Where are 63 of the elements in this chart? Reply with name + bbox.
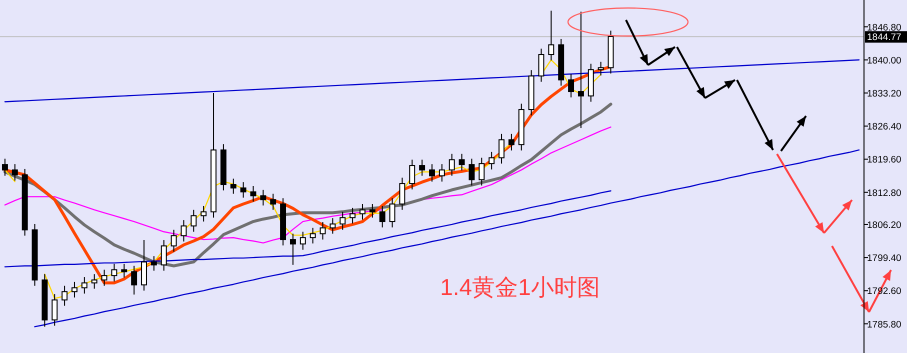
line-series <box>4 190 612 268</box>
candlestick <box>330 218 336 234</box>
candlestick <box>548 10 554 61</box>
candlestick <box>200 205 207 222</box>
candlestick <box>360 204 366 220</box>
candlestick <box>429 164 435 182</box>
y-tick-label: 1785.80 <box>867 319 902 330</box>
candlestick <box>190 209 197 232</box>
candlestick <box>379 205 386 228</box>
candlestick <box>81 276 88 294</box>
candlestick <box>478 157 485 186</box>
candlestick <box>290 233 296 266</box>
candlestick <box>399 177 406 210</box>
candlestick <box>310 227 316 244</box>
candlestick <box>419 159 426 176</box>
candlestick <box>508 133 514 151</box>
candlestick <box>121 263 128 278</box>
candlestick <box>141 240 147 292</box>
candlestick <box>111 263 118 282</box>
line-series <box>34 149 860 328</box>
y-tick-label: 1826.40 <box>867 122 902 133</box>
candlestick <box>320 222 326 240</box>
y-tick-label: 1840.00 <box>867 55 902 66</box>
candlestick <box>160 240 167 272</box>
candlestick <box>12 164 18 182</box>
candlestick <box>180 220 187 242</box>
candlestick <box>62 285 68 306</box>
candlestick <box>468 158 475 186</box>
candlestick <box>240 182 246 198</box>
candlestick <box>131 265 138 296</box>
candlestick <box>170 229 177 252</box>
candlestick <box>498 133 504 164</box>
candlestick <box>409 159 416 190</box>
candlestick <box>270 193 276 210</box>
candlestick <box>578 11 584 129</box>
candlestick <box>91 274 98 290</box>
candlestick <box>458 153 465 171</box>
candlestick <box>340 211 346 230</box>
candlestick <box>568 74 574 98</box>
annotation: 1.4黄金1小时图 <box>440 274 600 300</box>
y-tick-label: 1812.80 <box>867 188 902 199</box>
y-tick-label: 1799.40 <box>867 253 902 264</box>
candlestick <box>52 294 58 326</box>
candlestick <box>448 153 455 176</box>
ref-line-label: 1844.77 <box>867 32 902 44</box>
candlestick <box>150 256 157 272</box>
candlestick <box>101 269 108 286</box>
candlestick <box>2 158 8 176</box>
candlestick <box>389 198 396 228</box>
candlestick <box>488 151 495 170</box>
candlestick <box>300 231 306 250</box>
candlestick <box>350 207 356 224</box>
candlestick <box>369 204 376 218</box>
candlestick <box>538 48 544 82</box>
candlestick <box>438 164 445 182</box>
candlestick <box>72 281 78 298</box>
candlestick <box>598 61 604 76</box>
y-tick-label: 1819.60 <box>867 154 902 166</box>
y-tick-label: 1833.20 <box>867 88 902 100</box>
y-tick-label: 1806.20 <box>867 220 902 231</box>
candlestick <box>230 178 236 194</box>
candlestick <box>260 189 266 206</box>
y-tick-label: 1846.80 <box>867 22 902 34</box>
